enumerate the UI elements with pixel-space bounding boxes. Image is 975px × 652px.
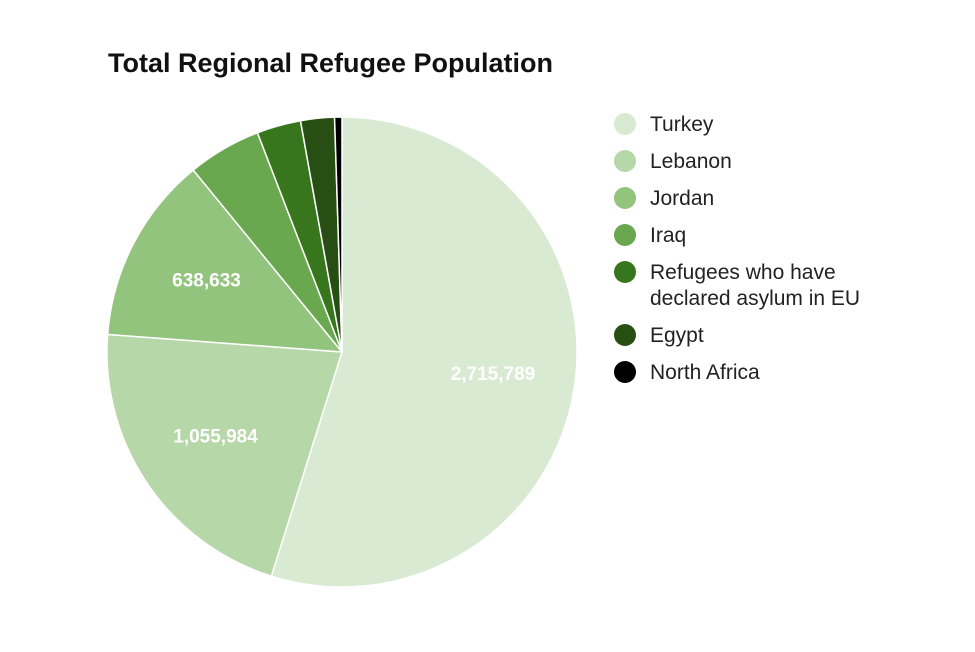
legend: Turkey Lebanon Jordan Iraq Refugees who have… — [614, 112, 894, 397]
value-label: 2,715,789 — [451, 364, 536, 385]
value-label: 1,055,984 — [173, 427, 258, 448]
value-label: 638,633 — [172, 270, 241, 291]
legend-swatch — [614, 361, 636, 383]
legend-swatch — [614, 224, 636, 246]
pie-slice — [270, 116, 578, 588]
legend-label: Egypt — [650, 324, 704, 347]
legend-item: Iraq — [614, 223, 894, 249]
legend-label: Jordan — [650, 187, 715, 210]
legend-item: Jordan — [614, 186, 894, 212]
legend-swatch — [614, 187, 636, 209]
legend-swatch — [614, 324, 636, 346]
legend-swatch — [614, 113, 636, 135]
legend-label: Lebanon — [650, 150, 732, 173]
legend-item: North Africa — [614, 360, 894, 386]
legend-item: Lebanon — [614, 149, 894, 175]
legend-label: North Africa — [650, 361, 760, 384]
pie-slice — [106, 333, 343, 578]
pie-slice — [106, 169, 344, 353]
legend-item: Egypt — [614, 323, 894, 349]
legend-label: Refugees who have declared asylum in EU — [650, 261, 861, 310]
chart-title: Total Regional Refugee Population — [108, 48, 553, 78]
legend-swatch — [614, 261, 636, 283]
legend-item: Turkey — [614, 112, 894, 138]
legend-label: Iraq — [650, 224, 687, 247]
legend-swatch — [614, 150, 636, 172]
legend-label: Turkey — [650, 113, 714, 136]
pie-slice — [333, 116, 343, 353]
legend-item: Refugees who have declared asylum in EU — [614, 260, 894, 312]
